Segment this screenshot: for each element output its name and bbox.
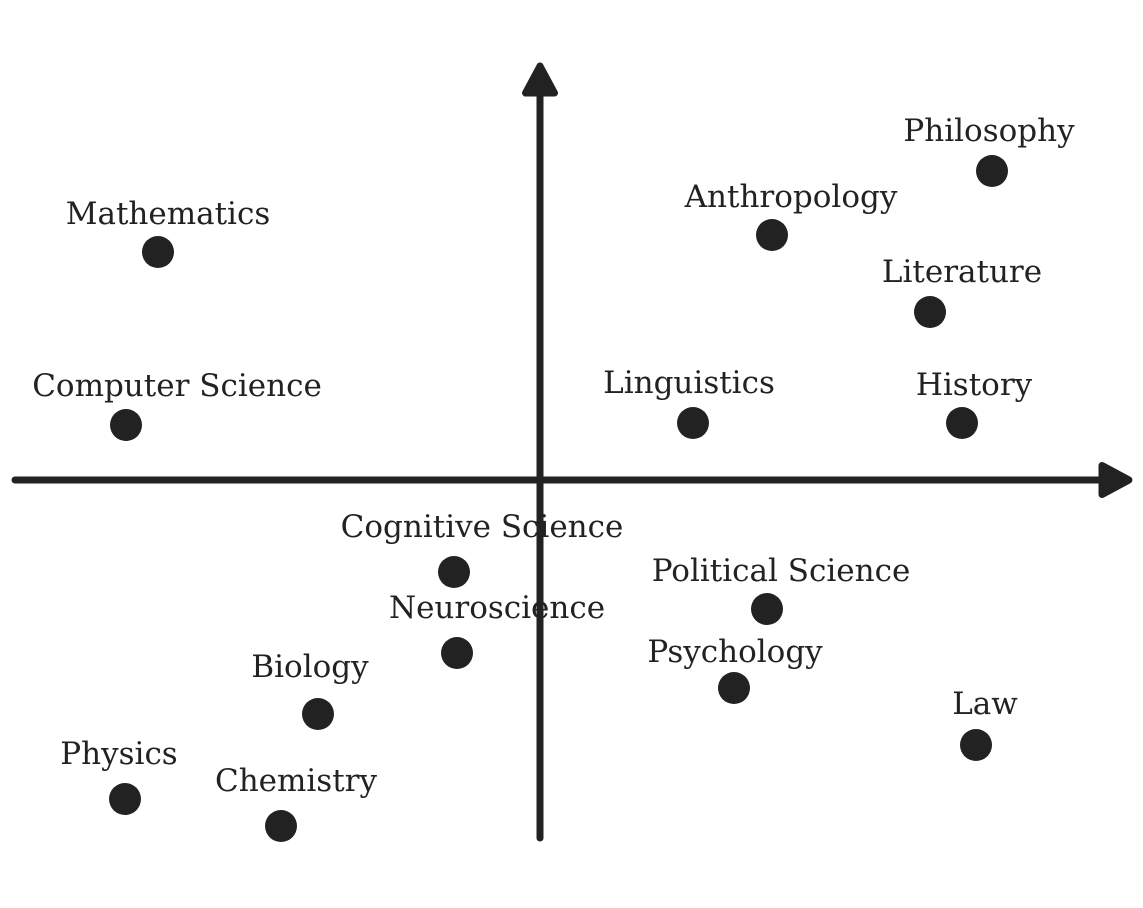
data-point-anthropology — [756, 219, 788, 251]
data-point-chemistry — [265, 810, 297, 842]
data-point-philosophy — [976, 155, 1008, 187]
data-point-label-cognitive-science: Cognitive Science — [341, 509, 624, 545]
data-point-label-literature: Literature — [882, 254, 1042, 290]
data-point-label-mathematics: Mathematics — [66, 196, 271, 232]
data-point-neuroscience — [441, 637, 473, 669]
x-axis-arrowhead-icon — [1098, 462, 1133, 498]
data-point-cognitive-science — [438, 556, 470, 588]
data-point-label-psychology: Psychology — [647, 634, 823, 670]
y-axis-arrowhead-icon — [522, 62, 558, 97]
data-point-label-political-science: Political Science — [652, 553, 911, 589]
data-point-political-science — [751, 593, 783, 625]
data-point-label-biology: Biology — [251, 649, 369, 685]
data-point-history — [946, 407, 978, 439]
data-point-label-linguistics: Linguistics — [603, 365, 775, 401]
data-point-literature — [914, 296, 946, 328]
data-point-label-chemistry: Chemistry — [215, 763, 378, 799]
data-point-label-history: History — [916, 367, 1033, 403]
data-point-label-anthropology: Anthropology — [684, 179, 898, 215]
data-point-physics — [109, 783, 141, 815]
data-point-label-neuroscience: Neuroscience — [389, 590, 605, 626]
data-point-label-physics: Physics — [60, 736, 177, 772]
data-point-linguistics — [677, 407, 709, 439]
data-point-computer-science — [110, 409, 142, 441]
data-point-law — [960, 729, 992, 761]
data-point-biology — [302, 698, 334, 730]
data-point-label-philosophy: Philosophy — [903, 113, 1075, 149]
data-point-mathematics — [142, 236, 174, 268]
data-point-psychology — [718, 672, 750, 704]
data-point-label-computer-science: Computer Science — [32, 368, 322, 404]
data-point-label-law: Law — [952, 686, 1018, 722]
